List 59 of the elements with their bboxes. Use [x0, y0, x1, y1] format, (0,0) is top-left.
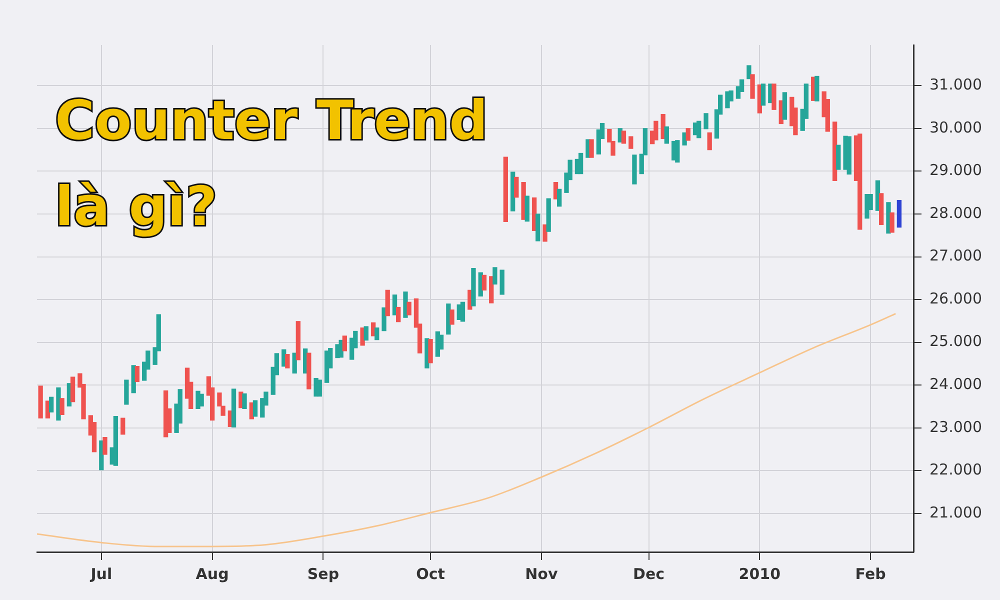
candlestick [660, 114, 666, 140]
text: Counter Trend là gì? [55, 88, 489, 240]
candlestick [654, 120, 658, 140]
candlestick [707, 132, 712, 150]
candlestick [382, 307, 386, 332]
y-tick-label: 29.000 [930, 161, 982, 180]
candlestick [406, 302, 412, 316]
x-tick-label: 2010 [738, 564, 781, 583]
y-tick-label: 23.000 [930, 418, 982, 436]
y-tick-label: 24.000 [930, 375, 982, 394]
y-tick-label: 21.000 [930, 503, 982, 522]
candlestick [435, 331, 440, 357]
candlestick [536, 214, 540, 242]
candlestick [252, 400, 258, 417]
candlestick [306, 352, 312, 390]
candlestick [578, 152, 584, 174]
x-tick-label: Aug [196, 564, 229, 583]
candlestick [532, 197, 537, 232]
candlestick [134, 366, 140, 382]
x-tick-label: Nov [525, 564, 558, 583]
candlestick [120, 418, 126, 435]
y-tick-label: 26.000 [930, 289, 982, 308]
candlestick [460, 302, 466, 322]
x-tick-label: Sep [307, 564, 340, 583]
candlestick [503, 156, 508, 222]
line-series [37, 312, 896, 548]
candlestick [524, 196, 530, 222]
candlestick [557, 188, 562, 207]
y-tick-label: 25.000 [930, 332, 982, 350]
x-tick-label: Jul [90, 564, 112, 583]
candlestick [858, 134, 862, 230]
candlestick [621, 130, 626, 144]
candlestick [124, 380, 129, 405]
candlestick [514, 176, 519, 198]
candlestick [782, 92, 788, 120]
candlestick [896, 200, 902, 228]
candlestick [746, 65, 752, 80]
candlestick [500, 270, 504, 295]
candlestick [542, 224, 548, 242]
candlestick [374, 327, 380, 340]
candlestick [364, 326, 368, 341]
candlestick [664, 126, 669, 144]
candlestick [836, 144, 841, 170]
candlestick [396, 306, 401, 322]
candlestick [696, 120, 702, 138]
y-tick-label: 28.000 [930, 204, 982, 222]
candlestick [750, 74, 755, 99]
y-tick-label: 22.000 [930, 460, 982, 479]
x-tick-label: Dec [633, 564, 665, 583]
candlestick [890, 212, 894, 233]
y-tick-label: 27.000 [930, 246, 982, 265]
candlestick [70, 376, 76, 402]
candlestick [163, 390, 168, 438]
candlestick [510, 172, 516, 212]
y-tick-label: 30.000 [930, 118, 982, 136]
x-tick-label: Oct [416, 564, 445, 583]
candlestick [385, 290, 390, 316]
y-tick-label: 31.000 [930, 76, 982, 94]
x-tick-label: Feb [855, 564, 886, 583]
